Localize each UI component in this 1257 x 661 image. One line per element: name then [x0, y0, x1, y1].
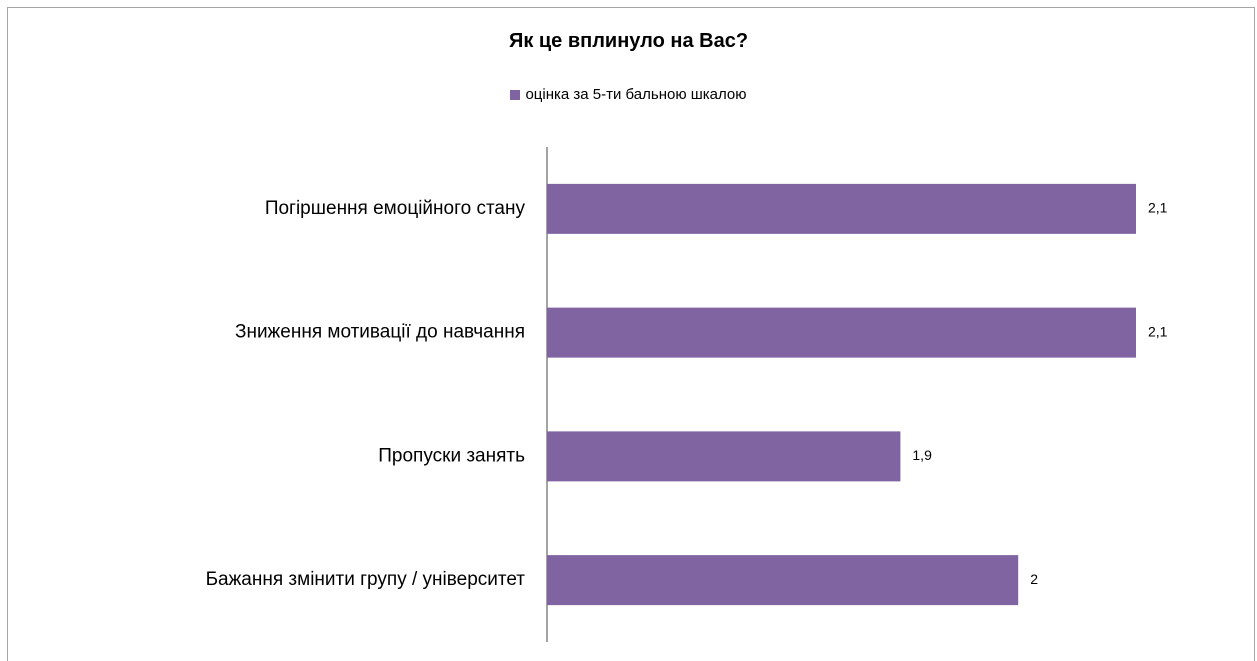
bars-layer [547, 183, 1136, 606]
data-label-2: 2,1 [1148, 323, 1168, 339]
category-label-4: Бажання змінити групу / університет [206, 569, 526, 590]
category-label-3: Пропуски занять [378, 445, 525, 466]
bar-2 [547, 307, 1136, 358]
legend-label: оцінка за 5-ти бальною шкалою [525, 86, 747, 103]
data-label-4: 2 [1030, 571, 1038, 587]
bar-3 [547, 431, 901, 482]
bar-4 [547, 555, 1019, 606]
data-label-3: 1,9 [912, 447, 932, 463]
legend: оцінка за 5-ти бальною шкалою [0, 86, 1257, 103]
category-label-2: Зниження мотивації до навчання [235, 322, 525, 343]
category-label-1: Погіршення емоційного стану [265, 198, 526, 219]
category-labels: Погіршення емоційного стану Зниження моти… [206, 198, 526, 590]
value-labels: 2,1 2,1 1,9 2 [912, 200, 1167, 587]
chart-title: Як це вплинуло на Вас? [508, 30, 749, 52]
data-label-1: 2,1 [1148, 200, 1168, 216]
legend-swatch [510, 89, 521, 100]
bar-1 [547, 183, 1136, 234]
